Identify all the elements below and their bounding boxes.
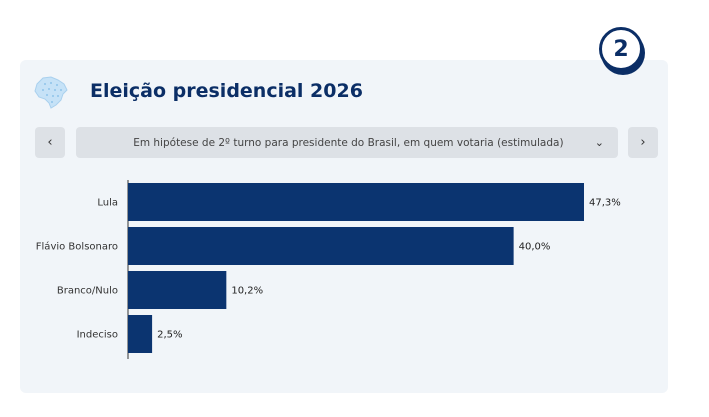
chevron-right-icon: ›	[640, 135, 646, 150]
bar	[128, 227, 514, 265]
next-button[interactable]: ›	[628, 127, 658, 158]
bar	[128, 183, 584, 221]
chevron-down-icon: ⌄	[594, 136, 604, 149]
value-label: 10,2%	[231, 286, 263, 297]
category-label: Lula	[97, 198, 118, 209]
bar	[128, 315, 153, 353]
category-label: Branco/Nulo	[57, 286, 118, 297]
value-label: 47,3%	[589, 198, 621, 209]
step-number-badge: 2	[599, 27, 643, 71]
brazil-map-icon	[34, 76, 68, 109]
value-label: 2,5%	[157, 330, 182, 341]
category-label: Flávio Bolsonaro	[36, 241, 118, 253]
page-title: Eleição presidencial 2026	[90, 80, 363, 102]
bar	[128, 271, 227, 309]
category-label: Indeciso	[77, 330, 118, 341]
question-select-value: Em hipótese de 2º turno para presidente …	[133, 136, 564, 149]
value-label: 40,0%	[519, 242, 551, 253]
previous-button[interactable]: ‹	[35, 127, 65, 158]
chevron-left-icon: ‹	[47, 135, 53, 150]
question-select[interactable]: Em hipótese de 2º turno para presidente …	[76, 127, 618, 158]
